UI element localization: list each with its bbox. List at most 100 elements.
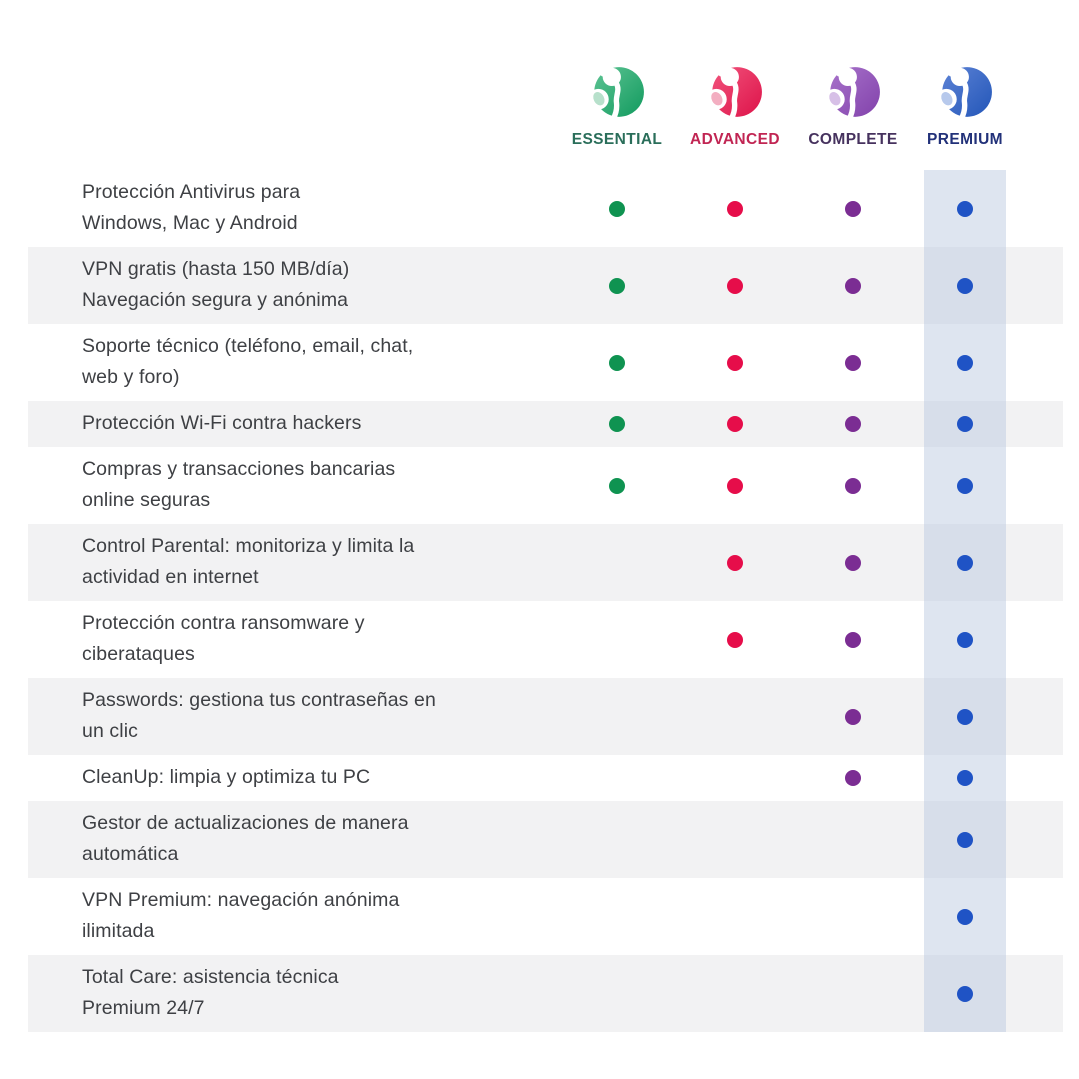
feature-cell-complete — [794, 401, 912, 447]
panda-logo-icon — [824, 67, 880, 122]
feature-label: Control Parental: monitoriza y limita la… — [82, 535, 415, 588]
feature-cell-essential — [558, 401, 676, 447]
header-spacer — [28, 0, 558, 170]
included-dot — [609, 277, 625, 294]
included-dot — [609, 416, 625, 432]
feature-cell-advanced — [676, 878, 794, 955]
included-dot — [845, 708, 861, 725]
feature-cell-advanced — [676, 955, 794, 1032]
table-row: Protección Wi-Fi contra hackers — [28, 401, 1063, 447]
plan-column-header-complete: COMPLETE — [794, 0, 912, 170]
included-dot — [845, 200, 861, 217]
feature-cell-premium — [912, 878, 1018, 955]
plan-column-header-premium: PREMIUM — [912, 0, 1018, 170]
panda-logo-icon — [706, 67, 762, 122]
feature-cell-premium — [912, 524, 1018, 601]
feature-cell-premium — [912, 447, 1018, 524]
table-row: Passwords: gestiona tus contraseñas en u… — [28, 678, 1063, 755]
table-row: Protección Antivirus para Windows, Mac y… — [28, 170, 1063, 247]
feature-cell-essential — [558, 601, 676, 678]
included-dot — [957, 554, 973, 571]
included-dot — [845, 554, 861, 571]
included-dot — [845, 277, 861, 294]
included-dot — [845, 770, 861, 786]
included-dot — [957, 200, 973, 217]
feature-label: Gestor de actualizaciones de manera auto… — [82, 812, 409, 865]
feature-label: Soporte técnico (teléfono, email, chat, … — [82, 335, 414, 388]
feature-cell-complete — [794, 247, 912, 324]
feature-cell-essential — [558, 755, 676, 801]
feature-cell-complete — [794, 170, 912, 247]
feature-cell-complete — [794, 955, 912, 1032]
included-dot — [957, 416, 973, 432]
plan-name: ESSENTIAL — [571, 131, 663, 148]
feature-cell-essential — [558, 247, 676, 324]
table-row: CleanUp: limpia y optimiza tu PC — [28, 755, 1063, 801]
included-dot — [727, 277, 743, 294]
table-row: Protección contra ransomware y ciberataq… — [28, 601, 1063, 678]
feature-label: CleanUp: limpia y optimiza tu PC — [82, 766, 371, 788]
feature-cell-advanced — [676, 755, 794, 801]
included-dot — [957, 631, 973, 648]
panda-logo-icon — [936, 67, 992, 122]
included-dot — [957, 277, 973, 294]
included-dot — [957, 908, 973, 925]
included-dot — [727, 354, 743, 371]
included-dot — [957, 354, 973, 371]
included-dot — [957, 985, 973, 1002]
plan-comparison-table: ESSENTIAL ADVANCED COMPLETE — [28, 0, 1063, 1032]
feature-cell-complete — [794, 755, 912, 801]
feature-cell-complete — [794, 324, 912, 401]
table-row: Gestor de actualizaciones de manera auto… — [28, 801, 1063, 878]
feature-label: VPN gratis (hasta 150 MB/día) Navegación… — [82, 258, 350, 311]
table-row: Soporte técnico (teléfono, email, chat, … — [28, 324, 1063, 401]
included-dot — [609, 477, 625, 494]
feature-cell-advanced — [676, 247, 794, 324]
panda-logo-icon — [588, 67, 644, 122]
feature-rows: Protección Antivirus para Windows, Mac y… — [28, 170, 1063, 1032]
plans-header: ESSENTIAL ADVANCED COMPLETE — [28, 0, 1063, 170]
feature-cell-advanced — [676, 170, 794, 247]
table-row: Compras y transacciones bancarias online… — [28, 447, 1063, 524]
feature-label: VPN Premium: navegación anónima ilimitad… — [82, 889, 400, 942]
feature-cell-premium — [912, 601, 1018, 678]
included-dot — [727, 416, 743, 432]
plan-name: COMPLETE — [808, 131, 898, 148]
included-dot — [727, 477, 743, 494]
plan-name: PREMIUM — [927, 131, 1003, 148]
feature-cell-essential — [558, 801, 676, 878]
feature-label: Protección Antivirus para Windows, Mac y… — [82, 181, 301, 234]
table-row: VPN Premium: navegación anónima ilimitad… — [28, 878, 1063, 955]
table-row: Total Care: asistencia técnica Premium 2… — [28, 955, 1063, 1032]
feature-cell-advanced — [676, 401, 794, 447]
feature-cell-advanced — [676, 524, 794, 601]
feature-cell-premium — [912, 401, 1018, 447]
feature-label: Protección Wi-Fi contra hackers — [82, 412, 362, 434]
included-dot — [957, 831, 973, 848]
included-dot — [845, 354, 861, 371]
feature-cell-complete — [794, 447, 912, 524]
feature-cell-advanced — [676, 324, 794, 401]
included-dot — [845, 631, 861, 648]
plan-column-header-advanced: ADVANCED — [676, 0, 794, 170]
feature-cell-essential — [558, 324, 676, 401]
included-dot — [845, 477, 861, 494]
plan-column-header-essential: ESSENTIAL — [558, 0, 676, 170]
feature-cell-advanced — [676, 801, 794, 878]
feature-cell-advanced — [676, 601, 794, 678]
included-dot — [609, 200, 625, 217]
feature-cell-premium — [912, 324, 1018, 401]
included-dot — [845, 416, 861, 432]
feature-cell-advanced — [676, 678, 794, 755]
included-dot — [609, 354, 625, 371]
table-row: VPN gratis (hasta 150 MB/día) Navegación… — [28, 247, 1063, 324]
feature-cell-complete — [794, 878, 912, 955]
included-dot — [727, 631, 743, 648]
feature-cell-premium — [912, 955, 1018, 1032]
feature-cell-advanced — [676, 447, 794, 524]
plan-name: ADVANCED — [690, 131, 780, 148]
feature-label: Passwords: gestiona tus contraseñas en u… — [82, 689, 436, 742]
feature-cell-premium — [912, 247, 1018, 324]
feature-cell-essential — [558, 955, 676, 1032]
